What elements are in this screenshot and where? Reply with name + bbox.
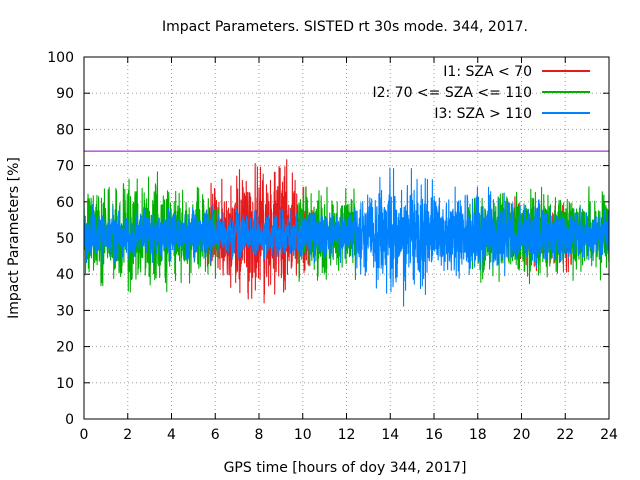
legend: I1: SZA < 70 I2: 70 <= SZA <= 110 I3: SZA … — [372, 64, 590, 122]
y-tick-label: 90 — [56, 86, 74, 102]
plot-frame — [83, 56, 610, 420]
x-tick-label: 14 — [381, 427, 399, 443]
x-tick-label: 0 — [80, 427, 89, 443]
chart-title: Impact Parameters. SISTED rt 30s mode. 3… — [162, 19, 528, 35]
y-tick-label: 30 — [56, 303, 74, 319]
y-tick-label: 10 — [56, 376, 74, 392]
y-tick-label: 20 — [56, 340, 74, 356]
y-axis-label: Impact Parameters [%] — [6, 157, 22, 319]
x-tick-label: 4 — [167, 427, 176, 443]
series-layer — [83, 159, 610, 307]
y-tick-label: 100 — [47, 50, 74, 66]
x-axis-label: GPS time [hours of doy 344, 2017] — [224, 460, 467, 476]
x-tick-label: 10 — [294, 427, 312, 443]
x-tick-label: 18 — [469, 427, 487, 443]
y-tick-label: 40 — [56, 267, 74, 283]
x-tick-label: 16 — [425, 427, 443, 443]
y-tick-label: 70 — [56, 159, 74, 175]
y-tick-label: 50 — [56, 231, 74, 247]
y-tick-label: 60 — [56, 195, 74, 211]
x-tick-label: 6 — [211, 427, 220, 443]
axis-ticks: 0 2 4 6 8 10 12 14 16 18 20 22 240102030405060708090… — [47, 50, 618, 443]
series-line-3 — [83, 167, 610, 307]
x-tick-label: 24 — [600, 427, 618, 443]
x-tick-label: 8 — [255, 427, 264, 443]
x-tick-label: 2 — [123, 427, 132, 443]
legend-label-1: I1: SZA < 70 — [443, 64, 532, 80]
y-tick-label: 80 — [56, 122, 74, 138]
x-tick-label: 20 — [513, 427, 531, 443]
legend-label-3: I3: SZA > 110 — [434, 106, 532, 122]
y-tick-label: 0 — [65, 412, 74, 428]
x-tick-label: 22 — [556, 427, 574, 443]
legend-label-2: I2: 70 <= SZA <= 110 — [372, 85, 532, 101]
x-tick-label: 12 — [338, 427, 356, 443]
